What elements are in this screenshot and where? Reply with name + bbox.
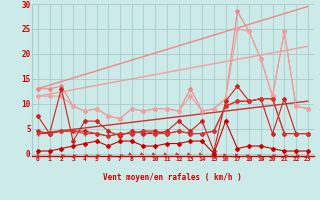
X-axis label: Vent moyen/en rafales ( km/h ): Vent moyen/en rafales ( km/h )	[103, 174, 242, 182]
